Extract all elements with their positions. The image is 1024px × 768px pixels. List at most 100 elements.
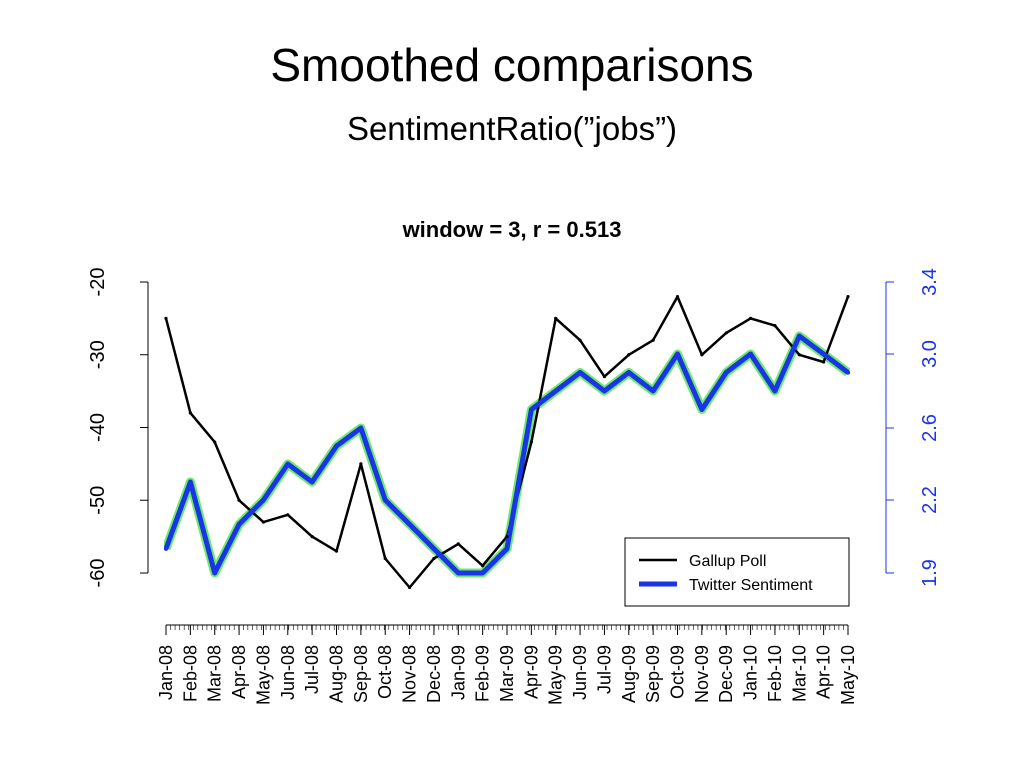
twitter-sentiment-point: [553, 388, 558, 394]
right-axis-tick-label: 3.4: [919, 268, 941, 296]
bottom-axis-tick-label: Feb-09: [473, 645, 493, 702]
legend-label: Gallup Poll: [689, 553, 766, 570]
right-axis-tick-label: 2.2: [919, 486, 941, 514]
twitter-sentiment-point: [358, 425, 364, 431]
bottom-axis-tick-label: Jan-09: [448, 645, 468, 700]
bottom-axis-tick-label: Oct-09: [668, 645, 688, 699]
gallup-poll-point: [846, 294, 850, 299]
twitter-sentiment-point: [602, 388, 607, 394]
bottom-axis-tick-label: Jan-08: [156, 645, 176, 700]
gallup-poll-point: [359, 462, 363, 466]
gallup-poll-point: [188, 411, 192, 415]
twitter-sentiment-point: [407, 522, 412, 527]
bottom-axis-tick-label: Nov-09: [692, 645, 712, 703]
slide-subtitle: SentimentRatio(”jobs”): [346, 110, 678, 147]
legend: Gallup Poll Twitter Sentiment: [624, 537, 850, 607]
bottom-axis-tick-label: May-08: [253, 645, 273, 705]
bottom-axis-tick-label: Apr-08: [229, 645, 249, 699]
gallup-poll-point: [700, 353, 704, 357]
left-axis-tick-label: -50: [87, 486, 109, 515]
bottom-axis-tick-label: Jan-10: [741, 645, 761, 700]
twitter-sentiment-point: [188, 479, 193, 485]
gallup-poll-point: [261, 520, 266, 524]
twitter-sentiment-point: [529, 407, 534, 412]
gallup-poll-point: [505, 535, 509, 539]
gallup-poll-point: [481, 564, 485, 568]
bottom-axis-tick-label: Dec-09: [716, 645, 736, 703]
bottom-axis-tick-label: Jun-08: [278, 645, 298, 700]
twitter-sentiment-point: [748, 351, 753, 357]
bottom-axis-tick-label: Sep-08: [351, 645, 371, 703]
twitter-sentiment-point: [236, 522, 242, 527]
bottom-axis-tick-label: Oct-08: [375, 645, 395, 699]
gallup-poll-point: [773, 324, 777, 328]
right-axis-tick-label: 1.9: [919, 559, 941, 587]
gallup-poll-point: [407, 585, 412, 590]
gallup-poll-point: [164, 316, 168, 320]
legend-box: [624, 537, 850, 607]
gallup-poll-point: [432, 556, 436, 561]
twitter-sentiment-point: [626, 370, 631, 375]
bottom-axis-tick-label: Apr-09: [521, 645, 541, 699]
twitter-sentiment-point: [383, 497, 388, 503]
twitter-sentiment-point: [480, 570, 485, 576]
bottom-axis-tick-label: Mar-09: [497, 645, 517, 702]
gallup-poll-point: [286, 513, 290, 517]
bottom-axis-tick-label: May-09: [546, 645, 566, 705]
bottom-axis-tick-label: Jul-09: [594, 645, 614, 694]
bottom-axis-tick-label: Jun-09: [570, 645, 590, 700]
twitter-sentiment-point: [309, 479, 315, 485]
bottom-axis-tick-label: Jul-08: [302, 645, 322, 694]
gallup-poll-point: [578, 338, 582, 342]
twitter-sentiment-point: [577, 370, 583, 375]
gallup-poll-point: [602, 374, 607, 379]
gallup-poll-point: [310, 535, 314, 539]
gallup-poll-point: [456, 542, 460, 546]
twitter-sentiment-point: [285, 461, 290, 467]
bottom-axis-tick-label: May-10: [838, 645, 858, 705]
bottom-axis-tick-label: Feb-10: [765, 645, 785, 702]
twitter-sentiment-point: [699, 407, 705, 412]
left-axis-tick-label: -60: [87, 559, 109, 588]
gallup-poll-point: [675, 294, 680, 299]
legend-label: Twitter Sentiment: [689, 577, 813, 594]
gallup-poll-point: [529, 440, 533, 444]
twitter-sentiment-point: [772, 388, 778, 394]
twitter-sentiment-point: [212, 570, 217, 576]
bottom-axis-tick-label: Aug-08: [327, 645, 347, 703]
twitter-sentiment-point: [334, 443, 339, 449]
bottom-axis-tick-label: Dec-08: [424, 645, 444, 703]
gallup-poll-point: [383, 556, 387, 561]
gallup-poll-point: [213, 440, 217, 444]
bottom-axis-tick-label: Mar-08: [205, 645, 225, 702]
twitter-sentiment-point: [504, 546, 510, 551]
slide-title: Smoothed comparisons: [270, 39, 754, 91]
gallup-poll-point: [797, 353, 801, 357]
twitter-sentiment-point: [431, 546, 437, 551]
twitter-sentiment-point: [164, 546, 169, 551]
gallup-poll-point: [554, 316, 558, 320]
bottom-axis-tick-label: Mar-10: [789, 645, 809, 702]
bottom-axis-tick-label: Feb-08: [180, 645, 200, 702]
left-axis-tick-label: -30: [87, 340, 109, 369]
gallup-poll-point: [334, 549, 339, 553]
right-axis-tick-label: 2.6: [919, 414, 941, 442]
left-axis-tick-label: -40: [87, 413, 109, 442]
twitter-sentiment-point: [456, 570, 461, 576]
bottom-axis-tick-label: Nov-08: [400, 645, 420, 703]
gallup-poll-point: [651, 338, 655, 342]
chart-title: window = 3, r = 0.513: [402, 217, 622, 242]
twitter-sentiment-point: [845, 370, 850, 375]
bottom-axis-tick-label: Apr-10: [814, 645, 834, 699]
twitter-sentiment-point: [797, 333, 802, 339]
right-axis-tick-label: 3.0: [919, 340, 941, 368]
twitter-sentiment-point: [724, 370, 729, 375]
gallup-poll-point: [627, 353, 631, 357]
series-layer: [164, 294, 850, 590]
gallup-poll-point: [822, 360, 826, 364]
twitter-sentiment-point: [650, 388, 656, 394]
twitter-sentiment-point: [675, 351, 680, 357]
bottom-axis-tick-label: Aug-09: [619, 645, 639, 703]
